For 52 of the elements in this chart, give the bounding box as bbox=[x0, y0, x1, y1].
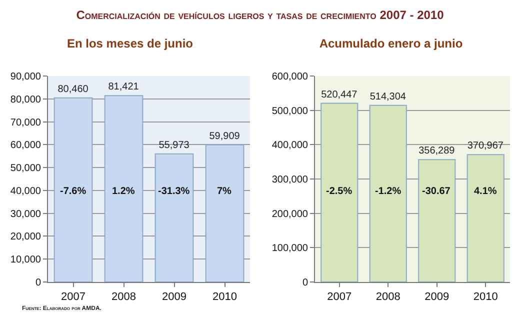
x-tick-label: 2010 bbox=[212, 291, 237, 304]
annotation: -31.3% bbox=[158, 186, 190, 197]
data-label: 80,460 bbox=[58, 84, 89, 95]
bar bbox=[320, 102, 358, 282]
bar bbox=[418, 159, 456, 282]
x-tick-label: 2007 bbox=[327, 291, 352, 304]
y-tick-label: 300,000 bbox=[272, 174, 308, 186]
y-tick-label: 60,000 bbox=[10, 140, 42, 152]
x-tick-label: 2008 bbox=[376, 291, 400, 304]
y-tick-label: 500,000 bbox=[272, 106, 308, 117]
bar bbox=[104, 95, 144, 282]
annotation: 4.1% bbox=[474, 186, 497, 197]
y-tick-label: 80,000 bbox=[10, 94, 42, 106]
y-tick-label: 50,000 bbox=[10, 163, 42, 174]
data-label: 59,909 bbox=[209, 130, 240, 142]
x-tick-label: 2008 bbox=[112, 291, 136, 304]
y-tick-label: 10,000 bbox=[10, 254, 42, 266]
y-tick-label: 200,000 bbox=[272, 208, 308, 220]
annotation: -30.67 bbox=[422, 186, 451, 197]
data-label: 81,421 bbox=[108, 82, 140, 93]
x-tick-label: 2007 bbox=[61, 291, 86, 304]
bar bbox=[205, 144, 244, 282]
chart-title: En los meses de junio bbox=[66, 36, 194, 51]
bar bbox=[369, 104, 407, 282]
y-tick-label: 20,000 bbox=[10, 232, 42, 243]
y-tick-label: 100,000 bbox=[272, 243, 308, 254]
data-label: 356,289 bbox=[418, 146, 456, 157]
bar bbox=[54, 97, 93, 282]
annotation: -1.2% bbox=[375, 186, 402, 197]
y-tick-label: 0 bbox=[302, 278, 308, 288]
annotation: -2.5% bbox=[326, 186, 352, 197]
annotation: -7.6% bbox=[60, 186, 86, 197]
y-tick-label: 400,000 bbox=[272, 140, 308, 152]
y-tick-label: 0 bbox=[35, 278, 42, 288]
chart-title: Acumulado enero a junio bbox=[319, 36, 463, 51]
data-label: 55,973 bbox=[158, 140, 190, 151]
y-tick-label: 600,000 bbox=[272, 72, 308, 82]
data-label: 520,447 bbox=[321, 89, 358, 100]
bar bbox=[154, 153, 194, 282]
text: Comercialización de vehículos ligeros y tasas de crecimiento 2007 - 2010 bbox=[75, 8, 445, 22]
annotation: 7% bbox=[217, 186, 232, 197]
y-tick-label: 90,000 bbox=[10, 72, 42, 82]
annotation: 1.2% bbox=[112, 186, 135, 197]
y-tick-label: 40,000 bbox=[10, 186, 42, 197]
bar bbox=[466, 154, 504, 282]
x-tick-label: 2009 bbox=[424, 291, 450, 304]
data-label: 514,304 bbox=[370, 91, 406, 102]
data-label: 370,967 bbox=[467, 140, 504, 152]
x-tick-label: 2009 bbox=[162, 291, 186, 304]
y-tick-label: 70,000 bbox=[10, 117, 42, 128]
x-tick-label: 2010 bbox=[473, 291, 498, 304]
y-tick-label: 30,000 bbox=[10, 208, 42, 220]
